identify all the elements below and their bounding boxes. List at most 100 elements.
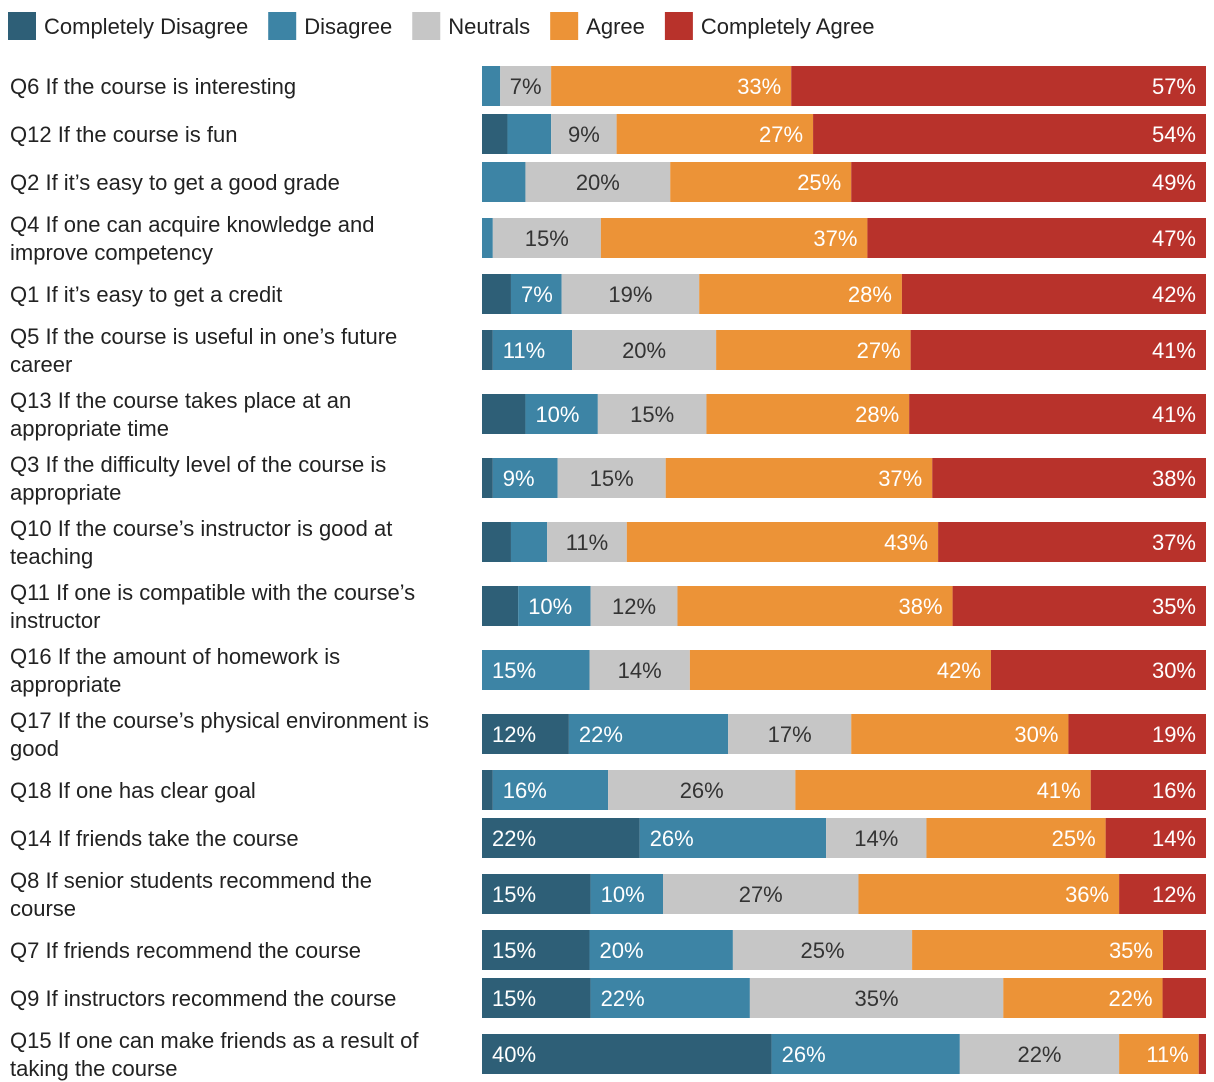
bar-segment <box>1198 1034 1206 1074</box>
bar-segment <box>500 66 552 106</box>
data-label: 33% <box>737 74 781 99</box>
bar-segment <box>590 874 663 914</box>
legend-item: Neutrals <box>412 12 530 40</box>
bar-segment <box>525 394 598 434</box>
data-label: 9% <box>568 122 600 147</box>
bar-segment <box>932 458 1206 498</box>
data-label: 35% <box>1152 594 1196 619</box>
data-label: 54% <box>1152 122 1196 147</box>
category-label: Q9 If instructors recommend the course <box>10 986 396 1011</box>
data-label: 26% <box>782 1042 826 1067</box>
bar-segment <box>990 650 1206 690</box>
bar-segment <box>525 162 671 202</box>
data-label: 38% <box>899 594 943 619</box>
data-label: 22% <box>1017 1042 1061 1067</box>
data-label: 15% <box>525 226 569 251</box>
category-label: Q16 If the amount of homework is <box>10 644 340 669</box>
data-label: 28% <box>855 402 899 427</box>
category-label: Q5 If the course is useful in one’s futu… <box>10 324 397 349</box>
bar-segment <box>926 818 1106 858</box>
data-label: 17% <box>768 722 812 747</box>
data-label: 30% <box>1014 722 1058 747</box>
bar-segment <box>1162 930 1206 970</box>
bar-segment <box>626 522 939 562</box>
data-label: 15% <box>630 402 674 427</box>
bar-segment <box>616 114 814 154</box>
category-label: instructor <box>10 608 100 633</box>
category-label: Q17 If the course’s physical environment… <box>10 708 429 733</box>
bar-segment <box>482 930 590 970</box>
category-label: improve competency <box>10 240 213 265</box>
bar-segment <box>1068 714 1206 754</box>
bar-segment <box>851 714 1069 754</box>
chart-rows: Q6 If the course is interesting 7% 33% 57%Q… <box>10 66 1206 1081</box>
bar-segment <box>1003 978 1163 1018</box>
bar-segment <box>561 274 700 314</box>
bar-segment <box>938 522 1206 562</box>
bar-segment <box>813 114 1206 154</box>
legend-swatch <box>550 12 579 40</box>
bar-segment <box>510 274 562 314</box>
bar-segment <box>482 274 511 314</box>
chart-row: Q18 If one has clear goal 16% 26% 41% 16% <box>10 770 1206 810</box>
data-label: 37% <box>813 226 857 251</box>
bar-segment <box>1119 874 1206 914</box>
legend-swatch <box>412 12 441 40</box>
bar-segment <box>482 650 590 690</box>
category-label: Q4 If one can acquire knowledge and <box>10 212 374 237</box>
bar-segment <box>482 586 519 626</box>
bar-segment <box>663 874 859 914</box>
bar-segment <box>482 714 569 754</box>
data-label: 11% <box>566 530 608 555</box>
bar-segment <box>795 770 1091 810</box>
data-label: 27% <box>759 122 803 147</box>
data-label: 26% <box>680 778 724 803</box>
data-label: 36% <box>1065 882 1109 907</box>
bar-segment <box>482 818 640 858</box>
bar-segment <box>492 218 601 258</box>
bar-segment <box>1090 770 1206 810</box>
data-label: 11% <box>1146 1042 1188 1067</box>
category-label: career <box>10 352 72 377</box>
chart-row: Q1 If it’s easy to get a credit 7% 19% 28% 4… <box>10 274 1206 314</box>
category-label: Q18 If one has clear goal <box>10 778 256 803</box>
data-label: 42% <box>1152 282 1196 307</box>
data-label: 12% <box>492 722 536 747</box>
legend-label: Neutrals <box>448 14 530 39</box>
bar-segment <box>959 1034 1120 1074</box>
bar-segment <box>568 714 729 754</box>
bar-segment <box>600 218 868 258</box>
data-label: 19% <box>1152 722 1196 747</box>
bar-segment <box>590 978 750 1018</box>
data-label: 22% <box>579 722 623 747</box>
bar-segment <box>749 978 1004 1018</box>
data-label: 20% <box>600 938 644 963</box>
category-label: Q2 If it’s easy to get a good grade <box>10 170 340 195</box>
data-label: 38% <box>1152 466 1196 491</box>
bar-segment <box>910 330 1206 370</box>
data-label: 49% <box>1152 170 1196 195</box>
chart-row: Q16 If the amount of homework is appropri… <box>10 644 1206 697</box>
legend-swatch <box>664 12 693 40</box>
category-label: Q6 If the course is interesting <box>10 74 296 99</box>
bar-segment <box>482 770 493 810</box>
data-label: 25% <box>800 938 844 963</box>
data-label: 11% <box>503 338 545 363</box>
data-label: 14% <box>1152 826 1196 851</box>
data-label: 25% <box>797 170 841 195</box>
chart-row: Q2 If it’s easy to get a good grade 20% 25… <box>10 162 1206 202</box>
data-label: 15% <box>590 466 634 491</box>
chart-row: Q17 If the course’s physical environment… <box>10 708 1206 761</box>
category-label: Q12 If the course is fun <box>10 122 237 147</box>
bar-segment <box>572 330 717 370</box>
data-label: 37% <box>1152 530 1196 555</box>
category-label: appropriate <box>10 480 121 505</box>
chart-row: Q8 If senior students recommend the cours… <box>10 868 1206 921</box>
data-label: 43% <box>884 530 928 555</box>
data-label: 19% <box>608 282 652 307</box>
data-label: 22% <box>492 826 536 851</box>
data-label: 15% <box>492 986 536 1011</box>
bar-segment <box>551 66 792 106</box>
bar-segment <box>510 522 548 562</box>
